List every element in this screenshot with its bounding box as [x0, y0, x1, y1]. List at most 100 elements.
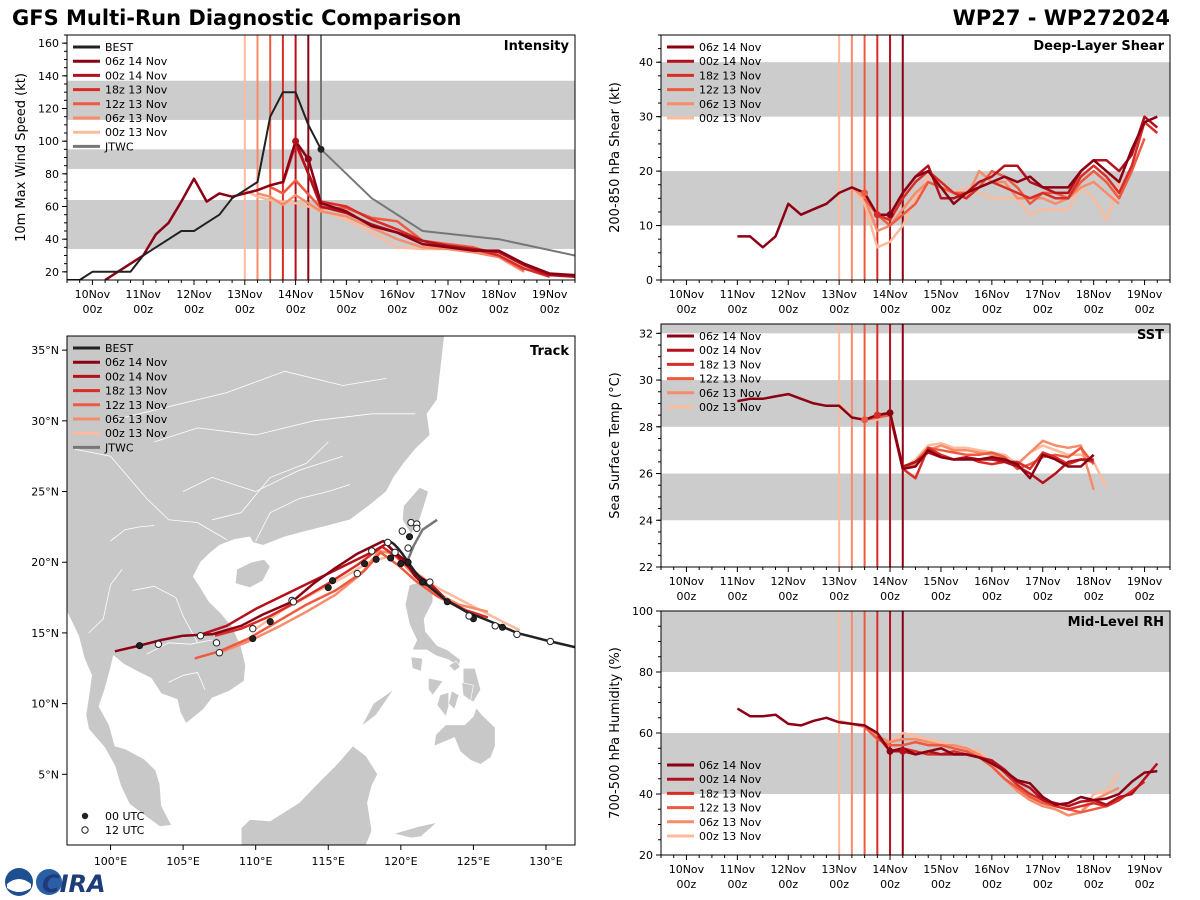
land-polygon — [428, 677, 444, 696]
legend-label-18z-13-nov: 18z 13 Nov — [105, 385, 168, 398]
x-tick-label-day: 10Nov — [669, 288, 705, 301]
x-tick-label-hour: 00z — [1033, 590, 1053, 603]
legend-label-best: BEST — [105, 41, 133, 54]
y-tick-label: 24 — [639, 514, 653, 527]
x-tick-label-day: 18Nov — [1076, 575, 1112, 588]
x-tick-label-day: 17Nov — [1025, 575, 1061, 588]
x-tick-label-hour: 00z — [982, 303, 1002, 316]
track-point-00utc — [266, 618, 274, 626]
y-axis-label: 200-850 hPa Shear (kt) — [608, 82, 623, 233]
x-tick-label-day: 14Nov — [872, 863, 908, 876]
legend-label-00z-14-nov: 00z 14 Nov — [105, 69, 168, 82]
x-tick-label-hour: 00z — [1084, 878, 1104, 891]
y-tick-label: 10°N — [31, 698, 59, 711]
land-polygon — [461, 682, 474, 702]
series-line-12z-13-nov — [863, 725, 1120, 814]
y-tick-label: 28 — [639, 421, 653, 434]
y-tick-label: 32 — [639, 327, 653, 340]
legend-label-00z-13-nov: 00z 13 Nov — [105, 126, 168, 139]
x-tick-label-day: 16Nov — [974, 863, 1010, 876]
track-point-00utc — [406, 533, 414, 541]
x-tick-label-day: 13Nov — [821, 288, 857, 301]
chart-title: Mid-Level RH — [1068, 615, 1164, 630]
land-polygon — [240, 745, 378, 845]
y-tick-label: 80 — [639, 666, 653, 679]
x-tick-label-hour: 00z — [133, 303, 153, 316]
track-line-12z-13-nov — [194, 551, 460, 660]
y-tick-label: 30 — [639, 374, 653, 387]
init-marker-18z-13-nov — [873, 211, 881, 219]
y-tick-label: 100 — [38, 135, 59, 148]
init-marker-06z-14-nov — [886, 409, 894, 417]
series-group — [737, 115, 1159, 249]
x-tick-label-hour: 00z — [880, 303, 900, 316]
x-tick-label-day: 10Nov — [669, 575, 705, 588]
legend-label-06z-14-nov: 06z 14 Nov — [699, 330, 762, 343]
legend-label-12z-13-nov: 12z 13 Nov — [699, 84, 762, 97]
x-tick-label-hour: 00z — [829, 590, 849, 603]
track-point-12utc — [391, 548, 399, 557]
track-point-00utc — [397, 560, 405, 568]
x-tick-label-day: 15Nov — [923, 288, 959, 301]
y-tick-label: 0 — [646, 274, 653, 287]
legend-label-12z-13-nov: 12z 13 Nov — [699, 373, 762, 386]
x-tick-label-day: 13Nov — [821, 863, 857, 876]
x-tick-label-hour: 00z — [778, 590, 798, 603]
chart-title: Deep-Layer Shear — [1033, 39, 1164, 54]
x-tick-label-hour: 00z — [286, 303, 306, 316]
x-tick-label-day: 17Nov — [430, 288, 466, 301]
series-line-06z-13-nov — [851, 169, 1120, 233]
x-tick-label-day: 10Nov — [75, 288, 111, 301]
x-tick-label-hour: 00z — [438, 303, 458, 316]
x-tick-label-day: 18Nov — [1076, 863, 1112, 876]
track-point-00utc — [387, 554, 395, 562]
track-point-00utc — [372, 555, 380, 563]
chart-title: SST — [1137, 328, 1164, 343]
x-tick-label: 110°E — [239, 855, 272, 868]
land-polygon — [448, 690, 460, 710]
x-tick-label-day: 11Nov — [125, 288, 161, 301]
series-line-jtwc — [320, 148, 575, 257]
x-tick-label: 130°E — [529, 855, 562, 868]
x-tick-label-day: 12Nov — [176, 288, 212, 301]
track-point-12utc — [465, 612, 473, 620]
track-point-12utc — [353, 569, 361, 578]
y-tick-label: 35°N — [31, 344, 59, 357]
land-polygon — [433, 707, 496, 765]
track-point-00utc — [404, 558, 412, 566]
x-tick-label-hour: 00z — [677, 590, 697, 603]
legend-label-18z-13-nov: 18z 13 Nov — [699, 358, 762, 371]
legend-label-00z-13-nov: 00z 13 Nov — [699, 112, 762, 125]
legend-label-06z-14-nov: 06z 14 Nov — [105, 55, 168, 68]
x-tick-label-hour: 00z — [1135, 590, 1155, 603]
series-line-06z-14-nov — [737, 392, 1095, 480]
x-tick-label-day: 16Nov — [974, 288, 1010, 301]
shaded-band — [661, 324, 1170, 334]
x-tick-label-day: 19Nov — [532, 288, 568, 301]
legend-label-18z-13-nov: 18z 13 Nov — [105, 84, 168, 97]
series-line-00z-14-nov — [888, 115, 1159, 216]
land-polygon — [235, 559, 271, 589]
legend-label-06z-13-nov: 06z 13 Nov — [699, 816, 762, 829]
series-group — [736, 707, 1159, 817]
x-tick-label-hour: 00z — [235, 303, 255, 316]
track-point-12utc — [546, 637, 555, 646]
border-line — [132, 585, 198, 643]
x-tick-label-day: 17Nov — [1025, 288, 1061, 301]
y-tick-label: 30°N — [31, 415, 59, 428]
x-tick-label-day: 18Nov — [1076, 288, 1112, 301]
border-line — [153, 413, 416, 443]
y-axis-label: Sea Surface Temp (°C) — [608, 372, 623, 519]
init-marker-00z-14-nov — [292, 137, 300, 145]
x-tick-label-day: 13Nov — [227, 288, 263, 301]
series-line-00z-14-nov — [294, 140, 575, 278]
y-tick-label: 22 — [639, 561, 653, 574]
legend-label-12z-13-nov: 12z 13 Nov — [699, 802, 762, 815]
y-tick-label: 20°N — [31, 556, 59, 569]
y-tick-label: 80 — [45, 168, 59, 181]
x-tick-label-hour: 00z — [387, 303, 407, 316]
legend-label-00z-13-nov: 00z 13 Nov — [699, 401, 762, 414]
series-line-00z-14-nov — [890, 750, 1159, 808]
y-tick-label: 40 — [639, 56, 653, 69]
